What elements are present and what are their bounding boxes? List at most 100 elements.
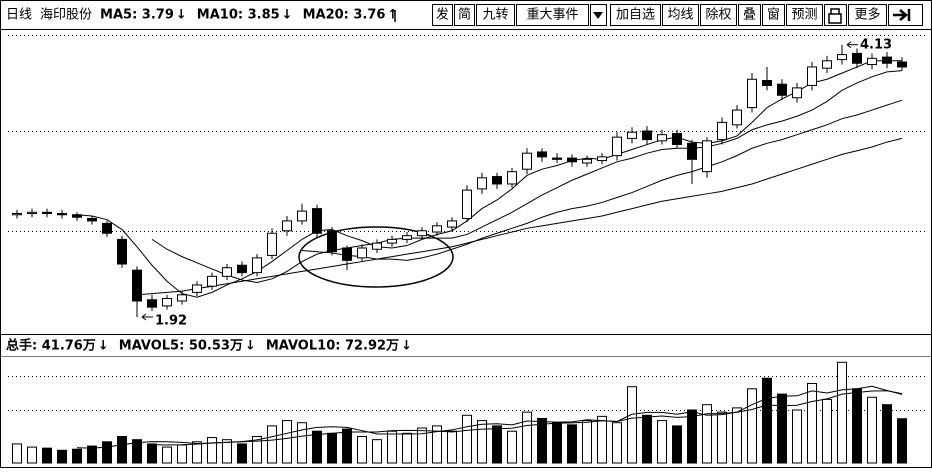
toolbar-button[interactable] [848, 4, 887, 26]
volume-bar [867, 396, 877, 464]
volume-bar [687, 409, 697, 464]
volume-bar [762, 377, 772, 464]
candle-body [462, 189, 472, 219]
toolbar-button[interactable] [610, 4, 661, 26]
candle-body [627, 131, 637, 139]
volume-bar [612, 422, 622, 464]
volume-bar [627, 386, 637, 464]
toolbar-label[interactable]: 加自选 [616, 8, 655, 23]
volume-bar [477, 420, 487, 464]
candle-body [447, 220, 457, 228]
candle-body [312, 208, 322, 234]
vol-legend: MAVOL5: 50.53万 [119, 339, 243, 354]
toolbar-label[interactable]: 均线 [667, 8, 693, 23]
candle-body [297, 210, 307, 222]
toolbar-label[interactable]: 发 [436, 7, 449, 23]
toolbar-label[interactable]: 窗 [767, 7, 780, 23]
ma-legend: MA20: 3.76 [303, 8, 386, 23]
candle-body [582, 158, 592, 164]
ma-line [76, 60, 902, 298]
volume-bar [207, 437, 217, 464]
candle-body [327, 230, 337, 253]
ma-arrow: ↑ [387, 8, 398, 23]
candle-body [267, 232, 277, 256]
toolbar-button[interactable] [476, 4, 515, 26]
candle-body [387, 238, 397, 244]
volume-bar [72, 448, 82, 464]
toolbar-button[interactable] [786, 4, 823, 26]
toolbar-button[interactable] [662, 4, 699, 26]
volume-bar [222, 439, 232, 464]
candle-body [732, 109, 742, 126]
volume-bar [387, 430, 397, 464]
toolbar-button[interactable] [762, 4, 785, 26]
toolbar-label[interactable]: 预测 [791, 8, 817, 23]
volume-bar [402, 432, 412, 464]
volume-bar [417, 427, 427, 464]
volume-bar [177, 444, 187, 464]
candle-body [342, 247, 352, 261]
candle-body [567, 157, 577, 163]
toolbar-button[interactable] [454, 4, 475, 26]
vol-arrow: ↓ [245, 339, 256, 354]
candle-body [147, 299, 157, 308]
candle-body [867, 57, 877, 65]
candle-body [612, 136, 622, 157]
volume-bar [552, 422, 562, 464]
volume-bar [267, 425, 277, 464]
volume-bar [822, 398, 832, 464]
candle-body [897, 61, 907, 68]
volume-bar [537, 417, 547, 464]
annotation-arrow [846, 41, 858, 49]
volume-bar [837, 361, 847, 464]
volume-bar [42, 447, 52, 464]
volume-bar [792, 409, 802, 464]
candle-body [207, 275, 217, 287]
ma-line [136, 137, 903, 296]
ma-arrow: ↓ [176, 8, 187, 23]
volume-bar [807, 383, 817, 464]
volume-bar [432, 425, 442, 464]
volume-bar [657, 420, 667, 464]
ma-legend: MA10: 3.85 [197, 8, 280, 23]
volume-bar [87, 445, 97, 464]
annotation-label: 4.13 [860, 37, 892, 52]
toolbar-button[interactable] [700, 4, 737, 26]
toolbar: 发简九转 重大事件 加自选 均线 除权叠窗预测 更多 [432, 4, 923, 26]
toolbar-button[interactable] [516, 4, 589, 26]
toolbar-label[interactable]: 叠 [743, 8, 756, 23]
candle-body [42, 211, 52, 215]
volume-bar [252, 436, 262, 464]
candle-body [552, 157, 562, 160]
ma-line [151, 70, 903, 284]
volume-bar [717, 411, 727, 464]
volume-bar [882, 404, 892, 464]
candle-body [597, 156, 607, 162]
toolbar-label[interactable]: 九转 [482, 8, 508, 23]
toolbar-label[interactable]: 简 [458, 7, 471, 23]
volume-bar [357, 436, 367, 464]
annotation-arrow [141, 313, 153, 321]
toolbar-button[interactable] [738, 4, 761, 26]
arrow-icon [893, 9, 911, 21]
volume-bar [777, 393, 787, 464]
stock-name: 海印股份 [40, 8, 92, 23]
candle-body [672, 132, 682, 146]
candle-body [852, 52, 862, 64]
toolbar-button[interactable] [432, 4, 453, 26]
candle-body [102, 222, 112, 234]
toolbar-label[interactable]: 更多 [854, 7, 880, 23]
lock-icon [828, 8, 842, 24]
toolbar-label[interactable]: 重大事件 [526, 7, 578, 23]
candle-body [117, 238, 127, 265]
vol-ma-line [151, 390, 903, 446]
volume-bar [237, 443, 247, 464]
candle-body [237, 264, 247, 274]
volume-bar [852, 388, 862, 464]
volume-bar [447, 430, 457, 464]
candle-body [777, 83, 787, 96]
toolbar-label[interactable]: 除权 [705, 7, 731, 23]
ma-line [301, 99, 903, 261]
candle-body [72, 214, 82, 218]
